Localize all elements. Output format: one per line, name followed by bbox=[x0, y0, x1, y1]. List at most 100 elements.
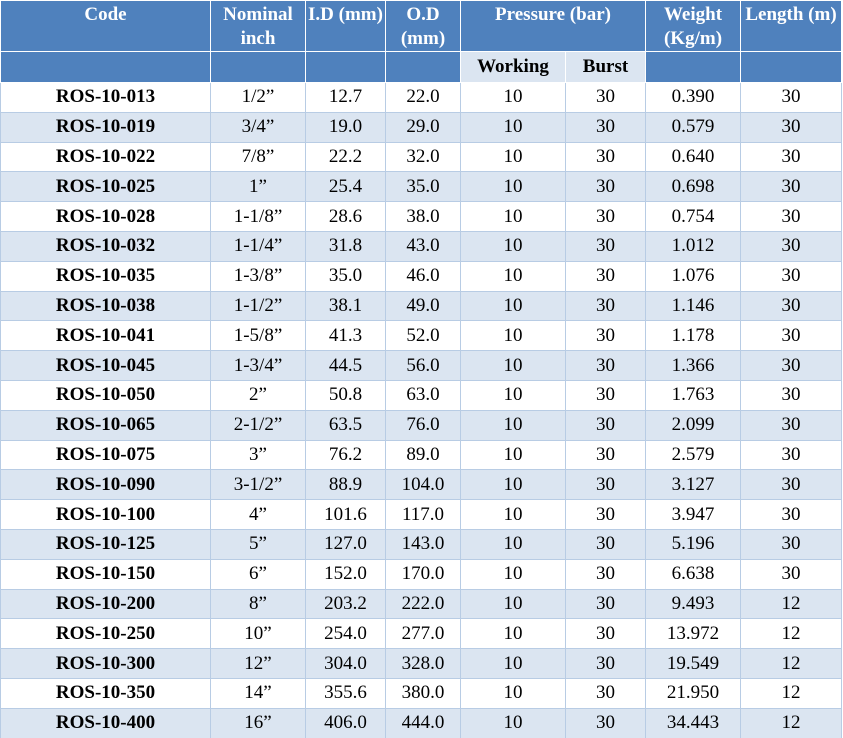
table-row: ROS-10-300 12” 304.0 328.0 10 30 19.549 12 bbox=[0, 648, 843, 679]
value-cell: 30 bbox=[564, 618, 647, 650]
value-cell: 63.0 bbox=[385, 379, 461, 411]
value-cell: 1.763 bbox=[645, 379, 742, 411]
code-cell: ROS-10-013 bbox=[0, 82, 211, 113]
value-cell: 21.950 bbox=[645, 677, 742, 709]
value-cell: 12 bbox=[740, 618, 843, 650]
code-cell: ROS-10-022 bbox=[0, 141, 211, 173]
value-cell: 63.5 bbox=[305, 409, 386, 441]
value-cell: 3.127 bbox=[645, 469, 742, 501]
value-cell: 406.0 bbox=[305, 707, 386, 738]
code-cell: ROS-10-250 bbox=[0, 618, 211, 650]
value-cell: 0.579 bbox=[645, 111, 742, 143]
value-cell: 1.012 bbox=[645, 230, 742, 262]
value-cell: 101.6 bbox=[305, 499, 386, 530]
value-cell: 35.0 bbox=[305, 260, 386, 292]
value-cell: 10” bbox=[210, 618, 306, 650]
value-cell: 10 bbox=[460, 648, 566, 679]
value-cell: 9.493 bbox=[645, 588, 742, 620]
value-cell: 12 bbox=[740, 588, 843, 620]
value-cell: 328.0 bbox=[385, 648, 461, 679]
value-cell: 2-1/2” bbox=[210, 409, 306, 441]
value-cell: 12 bbox=[740, 707, 843, 738]
table-row: ROS-10-032 1-1/4” 31.8 43.0 10 30 1.012 30 bbox=[0, 230, 843, 262]
value-cell: 30 bbox=[564, 230, 647, 262]
value-cell: 35.0 bbox=[385, 171, 461, 203]
value-cell: 10 bbox=[460, 260, 566, 292]
value-cell: 30 bbox=[740, 350, 843, 381]
table-row: ROS-10-250 10” 254.0 277.0 10 30 13.972 12 bbox=[0, 618, 843, 650]
value-cell: 29.0 bbox=[385, 111, 461, 143]
value-cell: 1-5/8” bbox=[210, 320, 306, 352]
value-cell: 10 bbox=[460, 350, 566, 381]
value-cell: 16” bbox=[210, 707, 306, 738]
value-cell: 12.7 bbox=[305, 82, 386, 113]
value-cell: 3.947 bbox=[645, 499, 742, 530]
value-cell: 1.076 bbox=[645, 260, 742, 292]
value-cell: 30 bbox=[564, 82, 647, 113]
table-row: ROS-10-090 3-1/2” 88.9 104.0 10 30 3.127 30 bbox=[0, 469, 843, 501]
table-row: ROS-10-075 3” 76.2 89.0 10 30 2.579 30 bbox=[0, 439, 843, 471]
value-cell: 30 bbox=[564, 469, 647, 501]
code-cell: ROS-10-028 bbox=[0, 201, 211, 232]
value-cell: 30 bbox=[740, 439, 843, 471]
value-cell: 49.0 bbox=[385, 290, 461, 322]
value-cell: 56.0 bbox=[385, 350, 461, 381]
value-cell: 10 bbox=[460, 379, 566, 411]
value-cell: 117.0 bbox=[385, 499, 461, 530]
value-cell: 355.6 bbox=[305, 677, 386, 709]
table-row: ROS-10-400 16” 406.0 444.0 10 30 34.443 12 bbox=[0, 707, 843, 738]
value-cell: 6.638 bbox=[645, 558, 742, 590]
value-cell: 30 bbox=[564, 350, 647, 381]
value-cell: 30 bbox=[564, 141, 647, 173]
value-cell: 30 bbox=[740, 409, 843, 441]
value-cell: 304.0 bbox=[305, 648, 386, 679]
table-body: ROS-10-013 1/2” 12.7 22.0 10 30 0.390 30 ROS-10-… bbox=[0, 82, 843, 738]
value-cell: 10 bbox=[460, 528, 566, 560]
value-cell: 104.0 bbox=[385, 469, 461, 501]
value-cell: 30 bbox=[564, 439, 647, 471]
value-cell: 30 bbox=[740, 528, 843, 560]
value-cell: 30 bbox=[564, 171, 647, 203]
value-cell: 76.0 bbox=[385, 409, 461, 441]
value-cell: 30 bbox=[740, 499, 843, 530]
header-cell: Weight (Kg/m) bbox=[645, 0, 742, 52]
value-cell: 1-3/8” bbox=[210, 260, 306, 292]
value-cell: 30 bbox=[740, 141, 843, 173]
value-cell: 10 bbox=[460, 111, 566, 143]
value-cell: 127.0 bbox=[305, 528, 386, 560]
value-cell: 14” bbox=[210, 677, 306, 709]
value-cell: 38.0 bbox=[385, 201, 461, 232]
value-cell: 10 bbox=[460, 230, 566, 262]
code-cell: ROS-10-035 bbox=[0, 260, 211, 292]
value-cell: 10 bbox=[460, 558, 566, 590]
value-cell: 10 bbox=[460, 677, 566, 709]
value-cell: 34.443 bbox=[645, 707, 742, 738]
table-row: ROS-10-125 5” 127.0 143.0 10 30 5.196 30 bbox=[0, 528, 843, 560]
table-row: ROS-10-100 4” 101.6 117.0 10 30 3.947 30 bbox=[0, 499, 843, 530]
value-cell: 1-1/8” bbox=[210, 201, 306, 232]
value-cell: 43.0 bbox=[385, 230, 461, 262]
value-cell: 30 bbox=[740, 230, 843, 262]
value-cell: 30 bbox=[564, 379, 647, 411]
value-cell: 30 bbox=[740, 320, 843, 352]
value-cell: 0.754 bbox=[645, 201, 742, 232]
value-cell: 28.6 bbox=[305, 201, 386, 232]
value-cell: 30 bbox=[564, 260, 647, 292]
value-cell: 30 bbox=[564, 111, 647, 143]
value-cell: 444.0 bbox=[385, 707, 461, 738]
value-cell: 254.0 bbox=[305, 618, 386, 650]
value-cell: 30 bbox=[564, 707, 647, 738]
value-cell: 10 bbox=[460, 618, 566, 650]
value-cell: 30 bbox=[564, 677, 647, 709]
code-cell: ROS-10-200 bbox=[0, 588, 211, 620]
value-cell: 13.972 bbox=[645, 618, 742, 650]
value-cell: 2” bbox=[210, 379, 306, 411]
value-cell: 30 bbox=[564, 528, 647, 560]
subheader-row: Working Burst bbox=[0, 51, 843, 83]
code-cell: ROS-10-065 bbox=[0, 409, 211, 441]
value-cell: 30 bbox=[564, 201, 647, 232]
code-cell: ROS-10-300 bbox=[0, 648, 211, 679]
code-cell: ROS-10-032 bbox=[0, 230, 211, 262]
